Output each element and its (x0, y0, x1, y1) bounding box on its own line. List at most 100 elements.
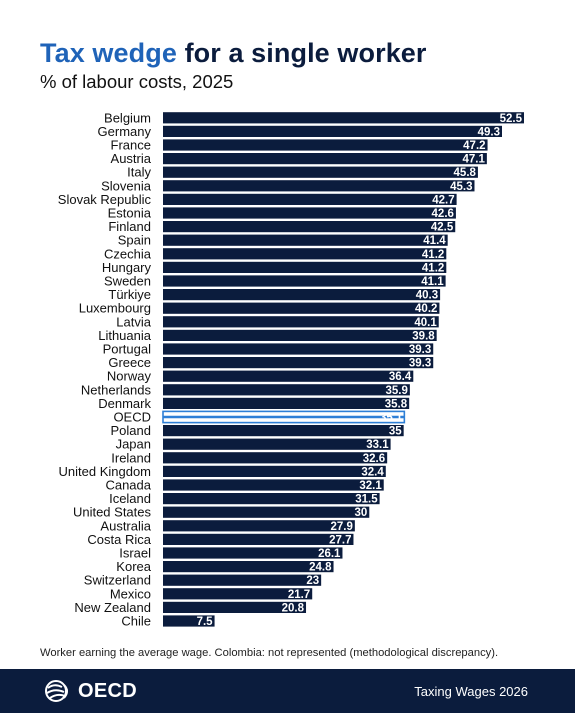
value-label: 39.3 (409, 358, 431, 370)
value-label: 27.9 (330, 521, 352, 533)
category-label: Iceland (109, 491, 151, 506)
value-label: 23 (306, 575, 319, 587)
bar (163, 397, 410, 409)
value-label: 36.4 (389, 371, 412, 383)
bar (163, 506, 370, 518)
bar (163, 180, 475, 192)
category-label: Norway (107, 369, 152, 384)
bar (163, 343, 434, 355)
value-label: 32.6 (363, 453, 385, 465)
category-label: United States (73, 505, 152, 520)
category-label: Poland (111, 423, 151, 438)
category-label: Canada (105, 478, 151, 493)
bar (163, 316, 439, 328)
bar (163, 193, 457, 205)
value-label: 32.1 (359, 480, 382, 492)
value-label: 33.1 (366, 439, 389, 451)
category-label: Sweden (104, 274, 151, 289)
bar (163, 520, 355, 532)
value-label: 42.7 (432, 194, 454, 206)
category-label: Israel (119, 546, 151, 561)
bar (163, 357, 434, 369)
bar (163, 289, 441, 301)
bar (163, 370, 414, 382)
value-label: 35.1 (380, 412, 403, 424)
bar (163, 438, 391, 450)
category-label: Ireland (111, 450, 151, 465)
value-label: 31.5 (355, 494, 378, 506)
category-label: Italy (127, 165, 151, 180)
value-label: 35 (389, 426, 402, 438)
bar (163, 384, 410, 396)
bar (163, 561, 334, 573)
category-label: United Kingdom (59, 464, 152, 479)
category-label: Austria (111, 151, 152, 166)
category-label: Korea (116, 559, 151, 574)
bar (163, 112, 524, 124)
value-label: 47.1 (462, 154, 485, 166)
category-label: Luxembourg (79, 301, 151, 316)
category-label: Portugal (103, 342, 152, 357)
chart-title-accent: Tax wedge (40, 38, 177, 68)
bar (163, 153, 487, 165)
value-label: 40.2 (415, 303, 437, 315)
chart-subtitle: % of labour costs, 2025 (40, 71, 234, 92)
publication-name: Taxing Wages 2026 (414, 684, 528, 699)
bar (163, 302, 440, 314)
value-label: 41.4 (423, 235, 446, 247)
category-label: Estonia (108, 206, 152, 221)
value-label: 45.3 (450, 181, 472, 193)
bar (163, 207, 456, 219)
bar (163, 465, 386, 477)
value-label: 7.5 (197, 616, 214, 628)
category-label: Hungary (102, 260, 152, 275)
bar (163, 125, 502, 137)
value-label: 32.4 (361, 466, 384, 478)
category-label: Slovenia (101, 178, 152, 193)
category-label: Costa Rica (87, 532, 151, 547)
bar (163, 166, 478, 178)
category-label: Netherlands (81, 382, 152, 397)
value-label: 41.2 (422, 249, 444, 261)
category-label: Greece (108, 355, 151, 370)
value-label: 21.7 (288, 589, 310, 601)
bar (163, 574, 322, 586)
value-label: 41.2 (422, 262, 444, 274)
value-label: 39.3 (409, 344, 431, 356)
value-label: 24.8 (309, 562, 332, 574)
category-label: New Zealand (74, 600, 151, 615)
bar (163, 329, 437, 341)
category-label: Germany (98, 124, 152, 139)
bar (163, 479, 384, 491)
value-label: 47.2 (463, 140, 485, 152)
category-label: Latvia (116, 314, 151, 329)
value-label: 35.9 (385, 385, 407, 397)
bar (163, 425, 404, 437)
bar (163, 248, 447, 260)
category-label: France (111, 138, 151, 153)
category-label: Spain (118, 233, 151, 248)
value-label: 40.1 (414, 317, 437, 329)
value-label: 45.8 (454, 167, 477, 179)
footer-bar: OECD Taxing Wages 2026 (0, 669, 575, 713)
value-label: 42.5 (431, 222, 454, 234)
bar (163, 493, 380, 505)
category-label: Australia (100, 518, 151, 533)
chart-note: Worker earning the average wage. Colombi… (40, 647, 499, 659)
bar-chart: Belgium 52.5 Germany 49.3 France 47.2 Austria 4… (58, 110, 524, 629)
oecd-logo-icon (45, 680, 68, 702)
bar (163, 261, 447, 273)
bar (163, 275, 446, 287)
chart-title-rest: for a single worker (184, 38, 427, 68)
bar (163, 601, 307, 613)
bar (163, 234, 448, 246)
category-label: Japan (116, 437, 151, 452)
value-label: 27.7 (329, 534, 351, 546)
category-label: Chile (121, 614, 151, 629)
value-label: 20.8 (282, 602, 305, 614)
category-label: Mexico (110, 586, 151, 601)
value-label: 49.3 (478, 126, 500, 138)
category-label: Finland (108, 219, 151, 234)
value-label: 42.6 (432, 208, 454, 220)
bar (163, 615, 215, 627)
